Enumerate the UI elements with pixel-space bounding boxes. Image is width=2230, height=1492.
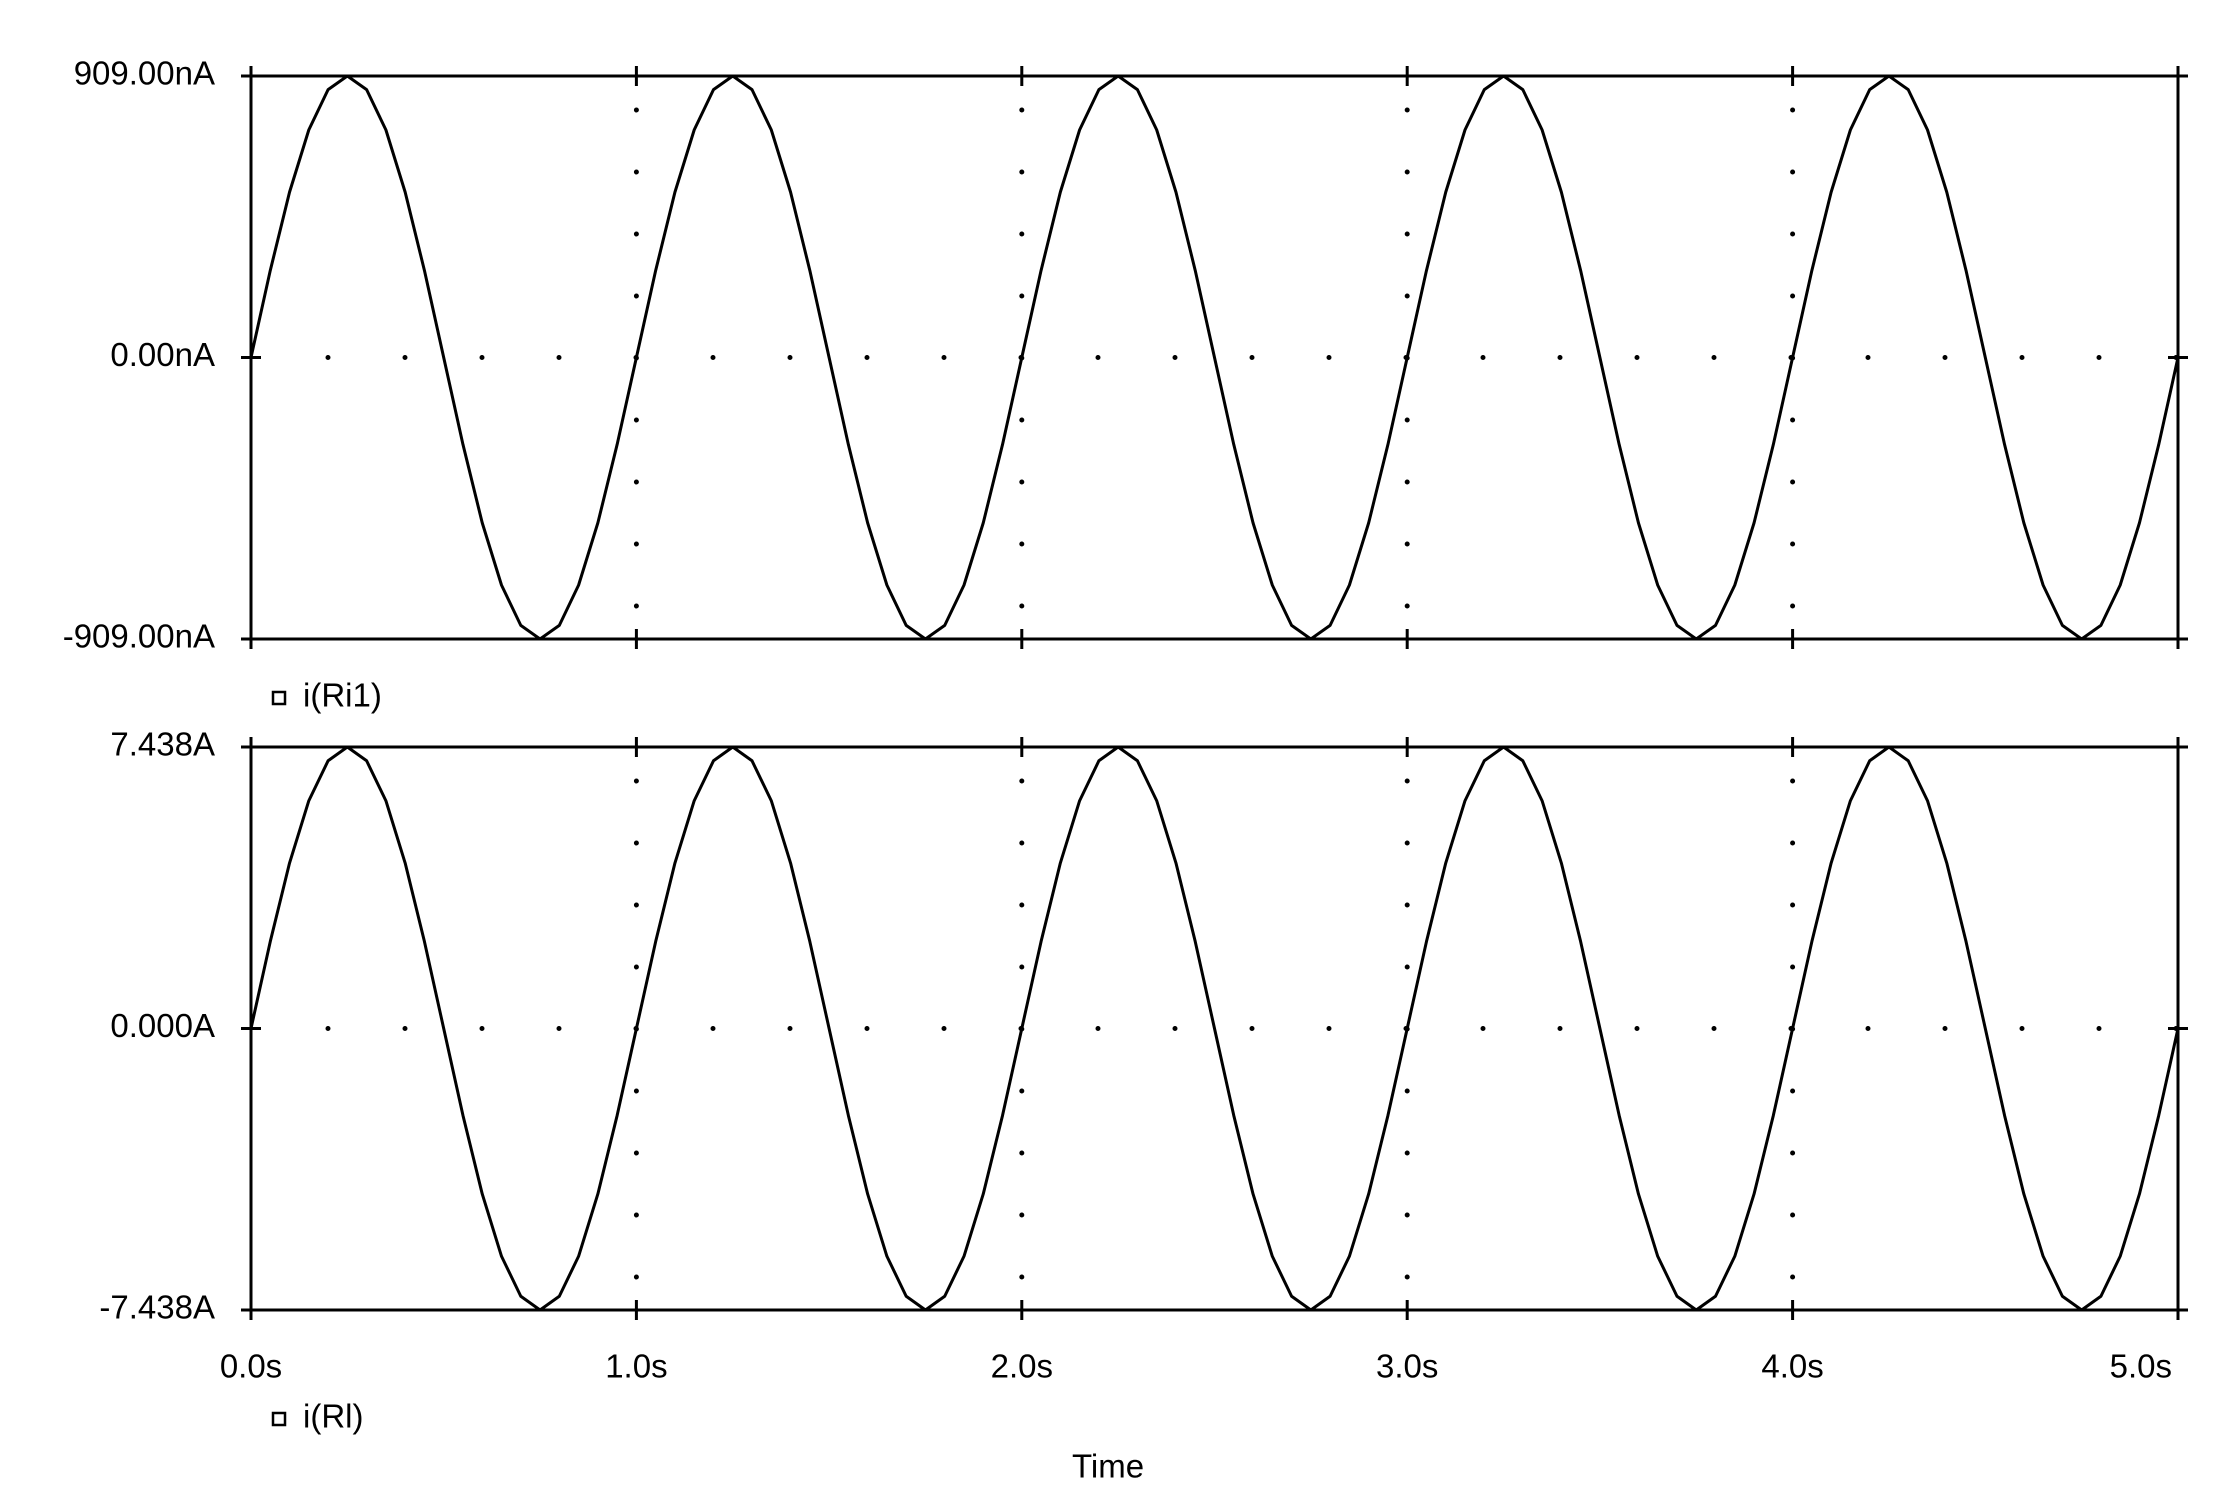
x-tick-label: 4.0s — [1761, 1348, 1823, 1385]
x-tick-label: 0.0s — [220, 1348, 282, 1385]
x-axis-label: Time — [1072, 1448, 1144, 1485]
y-tick-label: 7.438A — [110, 726, 215, 763]
legend-marker — [271, 690, 287, 706]
x-tick-label: 1.0s — [605, 1348, 667, 1385]
y-tick-label: -909.00nA — [63, 618, 215, 655]
legend-label: i(Ri1) — [303, 677, 382, 714]
y-tick-label: 909.00nA — [74, 55, 215, 92]
x-tick-label: 2.0s — [991, 1348, 1053, 1385]
series-line — [249, 74, 2180, 641]
x-tick-label: 3.0s — [1376, 1348, 1438, 1385]
legend-label: i(Rl) — [303, 1398, 363, 1435]
y-tick-label: 0.000A — [110, 1007, 215, 1044]
series-line — [249, 745, 2180, 1312]
y-tick-label: 0.00nA — [110, 336, 215, 373]
y-tick-label: -7.438A — [99, 1289, 215, 1326]
x-tick-label: 5.0s — [2110, 1348, 2172, 1385]
legend-marker — [271, 1411, 287, 1427]
